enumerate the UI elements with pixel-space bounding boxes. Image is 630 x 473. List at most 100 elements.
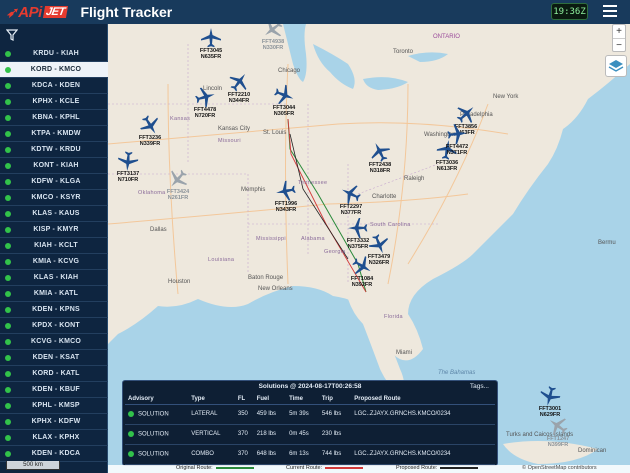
airplane-icon bbox=[140, 115, 158, 134]
solution-advisory-cell: SOLUTION bbox=[125, 404, 189, 425]
status-dot-icon bbox=[5, 403, 11, 409]
flight-id: FFT1996 bbox=[274, 201, 298, 207]
aircraft-marker[interactable] bbox=[194, 86, 216, 108]
route-item[interactable]: KIAH - KCLT bbox=[0, 238, 108, 254]
hamburger-menu-icon[interactable] bbox=[603, 5, 617, 17]
solution-time-cell: 0m 45s bbox=[286, 424, 319, 445]
route-item[interactable]: KPDX - KONT bbox=[0, 318, 108, 334]
aircraft-marker[interactable] bbox=[262, 24, 284, 40]
route-item[interactable]: KMCO - KSYR bbox=[0, 190, 108, 206]
route-label: KMIA - KCVG bbox=[32, 258, 80, 265]
tail-number: N377FR bbox=[340, 210, 362, 216]
aircraft-label: FFT2438 N318FR bbox=[369, 162, 391, 174]
aircraft-label: FFT3001 N629FR bbox=[539, 406, 561, 418]
aircraft-marker[interactable] bbox=[446, 123, 468, 145]
column-header: Type bbox=[188, 394, 235, 405]
route-label: KDFW - KLGA bbox=[31, 178, 81, 185]
route-item[interactable]: KMIA - KCVG bbox=[0, 254, 108, 270]
map-label-louisiana: Louisiana bbox=[208, 257, 235, 263]
route-item[interactable]: KLAS - KAUS bbox=[0, 206, 108, 222]
tags-button[interactable]: Tags... bbox=[469, 383, 489, 390]
flight-id: FFT3044 bbox=[272, 105, 296, 111]
route-item[interactable]: KORD - KMCO bbox=[0, 62, 108, 78]
tail-number: N326FR bbox=[368, 260, 390, 266]
airplane-icon bbox=[348, 217, 368, 238]
route-item[interactable]: KPHX - KDFW bbox=[0, 414, 108, 430]
aircraft-marker[interactable] bbox=[167, 168, 189, 190]
route-label: KLAS - KIAH bbox=[33, 274, 79, 281]
column-header: Time bbox=[286, 394, 319, 405]
legend-current-line bbox=[325, 467, 364, 469]
route-item[interactable]: KBNA - KPHL bbox=[0, 110, 108, 126]
route-item[interactable]: KRDU - KIAH bbox=[0, 46, 108, 62]
solution-advisory-cell: SOLUTION bbox=[125, 444, 189, 465]
route-item[interactable]: KDEN - KDCA bbox=[0, 446, 108, 462]
aircraft-marker[interactable] bbox=[539, 385, 561, 407]
aircraft-marker[interactable] bbox=[369, 141, 391, 163]
filter-icon[interactable] bbox=[6, 29, 18, 41]
solution-row[interactable]: SOLUTION LATERAL 350 459 lbs 5m 39s 546 lbs LG… bbox=[125, 404, 495, 425]
logo-jet: JET bbox=[42, 6, 68, 18]
route-item[interactable]: KPHX - KCLE bbox=[0, 94, 108, 110]
map-label-kansas: Kansas bbox=[170, 116, 191, 122]
flight-id: FFT4938 bbox=[261, 39, 285, 45]
flight-id: FFT1084 bbox=[350, 276, 374, 282]
route-legend: Original Route: Current Route: Proposed … bbox=[108, 465, 630, 473]
route-item[interactable]: KLAS - KIAH bbox=[0, 270, 108, 286]
route-item[interactable]: KDEN - KPNS bbox=[0, 302, 108, 318]
aircraft-marker[interactable] bbox=[436, 139, 458, 161]
solutions-panel: Solutions @ 2024-08-17T00:26:58 Tags... … bbox=[122, 380, 498, 466]
route-label: KMIA - KATL bbox=[33, 290, 79, 297]
aircraft-marker[interactable] bbox=[117, 150, 139, 172]
airplane-icon bbox=[276, 180, 296, 201]
route-label: KDEN - KSAT bbox=[32, 354, 80, 361]
status-dot-icon bbox=[5, 339, 11, 345]
airplane-icon bbox=[118, 151, 139, 171]
aircraft-marker[interactable] bbox=[273, 84, 295, 106]
flight-id: FFT1247 bbox=[546, 436, 570, 442]
aircraft-marker[interactable] bbox=[228, 71, 250, 93]
route-item[interactable]: KCVG - KMCO bbox=[0, 334, 108, 350]
map-label-charlotte: Charlotte bbox=[372, 194, 397, 200]
airplane-icon bbox=[265, 24, 283, 37]
aircraft-marker[interactable] bbox=[200, 27, 222, 49]
solution-row[interactable]: SOLUTION VERTICAL 370 218 lbs 0m 45s 230 lbs bbox=[125, 424, 495, 445]
tail-number: N371FR bbox=[446, 150, 468, 156]
route-label: KISP - KMYR bbox=[33, 226, 79, 233]
route-item[interactable]: KMIA - KATL bbox=[0, 286, 108, 302]
aircraft-marker[interactable] bbox=[351, 255, 373, 277]
aircraft-marker[interactable] bbox=[139, 114, 161, 136]
aircraft-marker[interactable] bbox=[340, 183, 362, 205]
route-item[interactable]: KDCA - KDEN bbox=[0, 78, 108, 94]
route-item[interactable]: KONT - KIAH bbox=[0, 158, 108, 174]
solution-type: COMBO bbox=[191, 451, 214, 457]
route-item[interactable]: KDTW - KRDU bbox=[0, 142, 108, 158]
airplane-icon bbox=[342, 185, 361, 205]
map-label-alabama: Alabama bbox=[301, 236, 325, 242]
route-item[interactable]: KPHL - KMSP bbox=[0, 398, 108, 414]
solution-route-cell: LGC..ZJAYX.GRNCHS.KMCO/0234 bbox=[351, 404, 495, 425]
route-item[interactable]: KTPA - KMDW bbox=[0, 126, 108, 142]
solutions-table: Advisory Type FL Fuel Time Trip Proposed Route… bbox=[125, 394, 495, 465]
route-item[interactable]: KORD - KATL bbox=[0, 366, 108, 382]
map-label-new-orleans: New Orleans bbox=[258, 286, 293, 292]
aircraft-marker[interactable] bbox=[455, 103, 477, 125]
map-label-ontario: ONTARIO bbox=[433, 34, 460, 40]
aircraft-marker[interactable] bbox=[547, 415, 569, 437]
flight-id: FFT3045 bbox=[199, 48, 223, 54]
aircraft-marker[interactable] bbox=[347, 217, 369, 239]
aircraft-marker[interactable] bbox=[275, 180, 297, 202]
route-item[interactable]: KDEN - KBUF bbox=[0, 382, 108, 398]
solution-type-cell: VERTICAL bbox=[188, 424, 235, 445]
status-dot-icon bbox=[5, 387, 11, 393]
zoom-in-button[interactable]: + bbox=[616, 26, 622, 37]
route-item[interactable]: KDFW - KLGA bbox=[0, 174, 108, 190]
route-item[interactable]: KDEN - KSAT bbox=[0, 350, 108, 366]
layers-button[interactable] bbox=[605, 55, 627, 77]
solution-row[interactable]: SOLUTION COMBO 370 648 lbs 6m 13s 744 lbs LGC.… bbox=[125, 444, 495, 465]
flight-id: FFT3479 bbox=[367, 254, 391, 260]
zoom-out-button[interactable]: − bbox=[613, 38, 625, 51]
route-item[interactable]: KISP - KMYR bbox=[0, 222, 108, 238]
aircraft-marker[interactable] bbox=[368, 233, 390, 255]
route-item[interactable]: KLAX - KPHX bbox=[0, 430, 108, 446]
